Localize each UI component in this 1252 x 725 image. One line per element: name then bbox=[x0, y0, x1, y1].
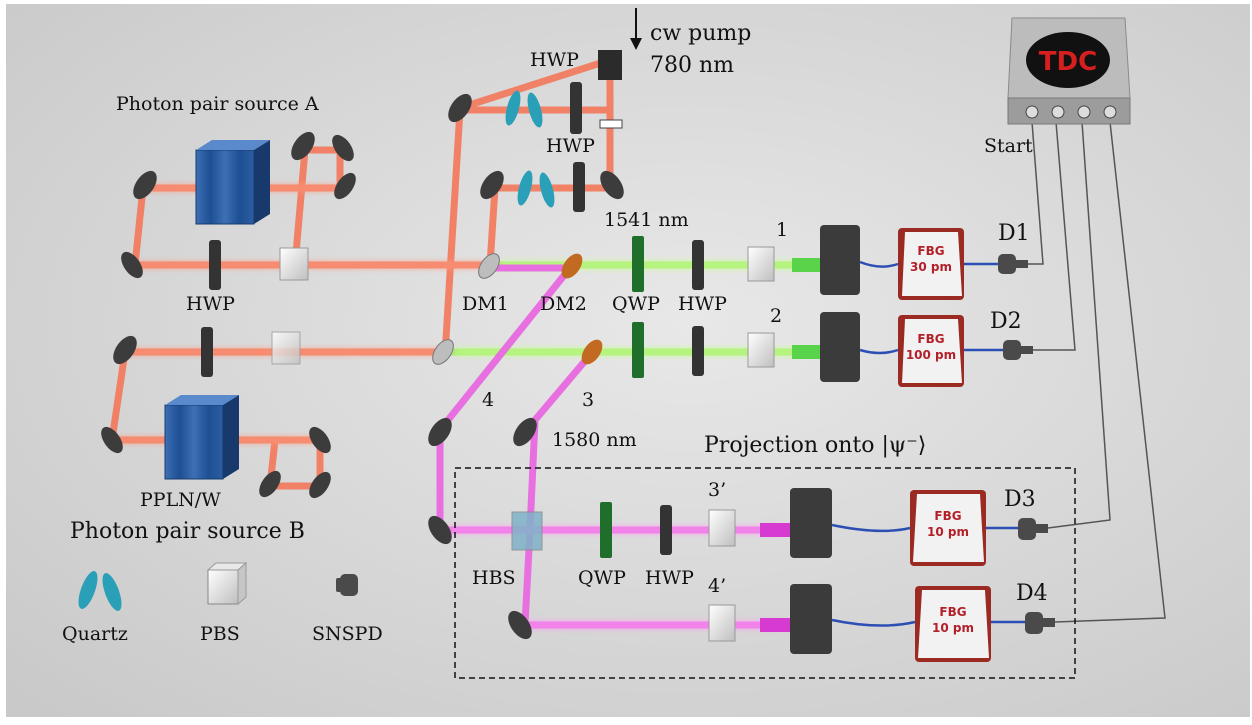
dichroic-mirrors bbox=[432, 253, 603, 365]
path-1-label: 1 bbox=[776, 219, 788, 241]
wl-1580-label: 1580 nm bbox=[552, 429, 637, 451]
source-b-label: Photon pair source B bbox=[70, 519, 305, 544]
projection-label: Projection onto |ψ⁻⟩ bbox=[704, 433, 926, 458]
quartz-plates bbox=[505, 90, 555, 208]
fiber-couplers bbox=[760, 225, 860, 654]
fbg-4-value: 10 pm bbox=[932, 621, 974, 635]
hwp-top-label: HWP bbox=[530, 49, 579, 71]
fbg-4-name: FBG bbox=[939, 605, 966, 619]
dm1-label: DM1 bbox=[462, 293, 509, 315]
legend-pbs-label: PBS bbox=[200, 623, 240, 645]
tdc-unit: TDC bbox=[1007, 17, 1131, 125]
mirrors bbox=[101, 93, 624, 640]
fbg-2-value: 100 pm bbox=[906, 348, 956, 362]
hbs-label: HBS bbox=[472, 567, 516, 589]
fbg-2: FBG 100 pm bbox=[898, 315, 964, 387]
path-2-label: 2 bbox=[770, 305, 782, 327]
pbs-cubes bbox=[271, 50, 775, 642]
path-3-label: 3 bbox=[582, 389, 594, 411]
fbg-2-name: FBG bbox=[917, 332, 944, 346]
quartz-icon bbox=[78, 571, 122, 611]
fbg-1-name: FBG bbox=[917, 244, 944, 258]
fbg-1: FBG 30 pm bbox=[898, 228, 964, 300]
legend-quartz-label: Quartz bbox=[62, 623, 128, 645]
legend-snspd-label: SNSPD bbox=[312, 623, 383, 645]
fbg-4: FBG 10 pm bbox=[915, 586, 991, 662]
snspd-icon bbox=[336, 574, 358, 596]
wave-plates bbox=[201, 82, 704, 555]
fibers bbox=[831, 260, 1025, 627]
pump-wavelength-label: 780 nm bbox=[650, 53, 734, 78]
hwp-mid-label: HWP bbox=[546, 135, 595, 157]
ppln-label: PPLN/W bbox=[140, 489, 221, 511]
d2-label: D2 bbox=[990, 309, 1022, 334]
d4-label: D4 bbox=[1016, 581, 1048, 606]
ppln-crystal-b bbox=[164, 395, 239, 480]
start-label: Start bbox=[984, 135, 1033, 157]
path-3p-label: 3’ bbox=[708, 479, 726, 501]
tdc-label: TDC bbox=[1039, 47, 1097, 77]
qwp2-label: QWP bbox=[578, 567, 626, 589]
fbg-3-value: 10 pm bbox=[927, 525, 969, 539]
quarter-wave-plates bbox=[600, 236, 644, 558]
dm2-label: DM2 bbox=[540, 293, 587, 315]
d3-label: D3 bbox=[1004, 487, 1036, 512]
path-4-label: 4 bbox=[482, 389, 494, 411]
qwp1-label: QWP bbox=[612, 293, 660, 315]
cw-pump-label: cw pump bbox=[650, 21, 751, 46]
hwp2-label: HWP bbox=[645, 567, 694, 589]
fbg-3: FBG 10 pm bbox=[910, 490, 986, 566]
pbs-icon bbox=[206, 561, 248, 606]
hwp-a-label: HWP bbox=[186, 293, 235, 315]
tdc-cables bbox=[1028, 121, 1166, 623]
source-a-label: Photon pair source A bbox=[116, 93, 319, 115]
wl-1541-label: 1541 nm bbox=[604, 209, 689, 231]
ppln-crystal-a bbox=[195, 140, 270, 225]
fbg-3-name: FBG bbox=[934, 509, 961, 523]
fbg-1-value: 30 pm bbox=[910, 260, 952, 274]
projection-box bbox=[454, 467, 1076, 679]
snspd-detectors bbox=[998, 254, 1055, 634]
d1-label: D1 bbox=[998, 221, 1030, 246]
path-4p-label: 4’ bbox=[708, 575, 726, 597]
hwp1-label: HWP bbox=[678, 293, 727, 315]
pump-arrow bbox=[630, 8, 642, 50]
legend: Quartz PBS SNSPD bbox=[62, 561, 383, 645]
